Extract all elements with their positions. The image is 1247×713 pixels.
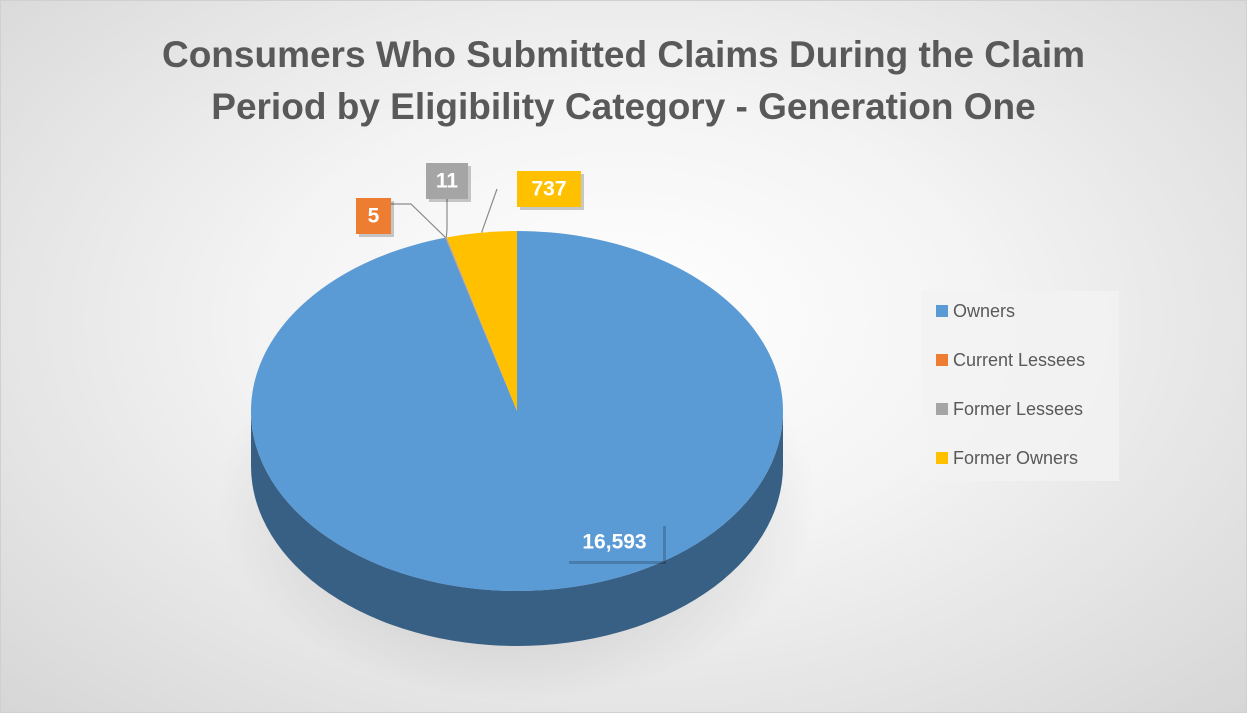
legend-swatch [936,452,948,464]
legend-swatch [936,354,948,366]
pie-slice [445,237,517,411]
data-label: 737 [531,178,566,201]
leader-line [445,199,448,238]
data-label-box [426,163,468,199]
chart-title: Consumers Who Submitted Claims During th… [161,34,1086,127]
pie-slice [446,231,517,411]
legend-label: Former Lessees [953,399,1083,419]
data-label-box [517,171,581,207]
data-label: 11 [436,170,459,193]
title-area: Consumers Who Submitted Claims During th… [1,29,1246,133]
pie-slice [251,231,784,591]
legend-box [921,291,1119,481]
data-label-box [566,523,663,561]
legend-label: Current Lessees [953,350,1085,370]
pie-side [251,411,783,646]
data-label-box [356,198,391,234]
legend-swatch [936,403,948,415]
data-label: 16,593 [582,531,646,554]
leader-line [391,203,446,239]
data-label: 5 [368,205,380,228]
legend-swatch [936,305,948,317]
legend-label: Former Owners [953,448,1078,468]
leader-line [481,188,498,233]
legend-label: Owners [953,301,1015,321]
pie-slice [445,237,517,411]
